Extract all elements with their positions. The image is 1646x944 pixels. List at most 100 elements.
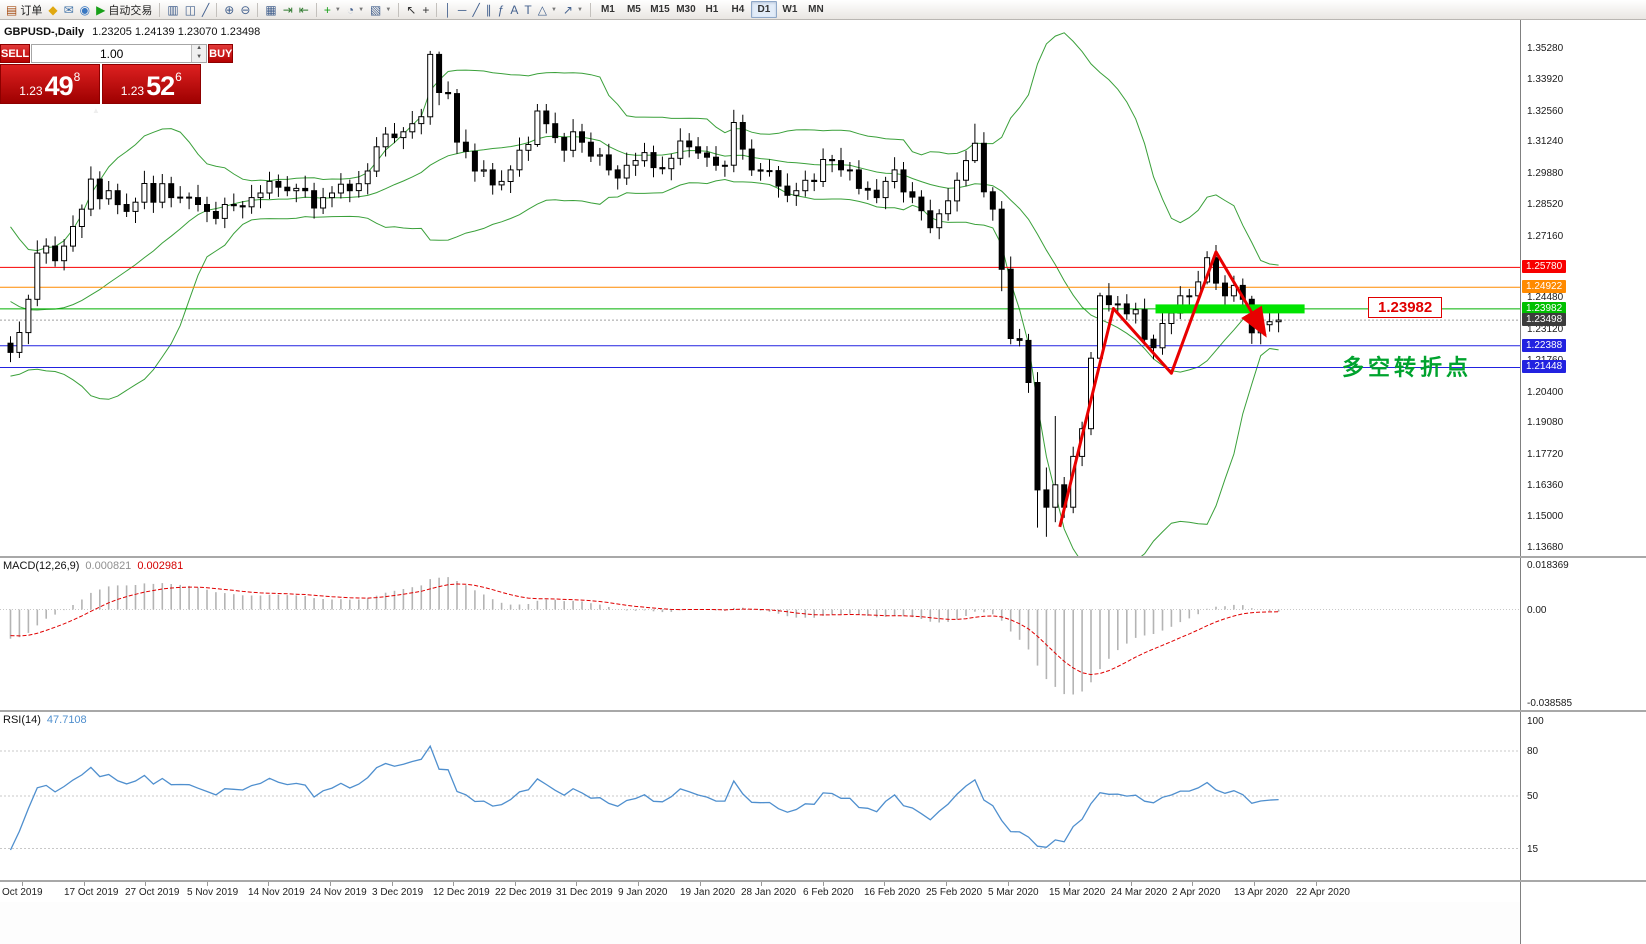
- time-axis-label: 13 Apr 2020: [1234, 887, 1288, 898]
- tile-windows-icon: ▦: [265, 2, 277, 17]
- volume-down-button[interactable]: ▼: [192, 53, 207, 62]
- price-chart-pane[interactable]: GBPUSD-,Daily 1.23205 1.24139 1.23070 1.2…: [0, 20, 1520, 556]
- sell-price-button[interactable]: 1.23 49 8: [0, 64, 100, 104]
- time-axis-tick: [576, 882, 577, 886]
- alerts-button[interactable]: ◆: [45, 1, 60, 19]
- time-axis-label: 16 Feb 2020: [864, 887, 921, 898]
- time-axis-tick: [1069, 882, 1070, 886]
- pane-splitter[interactable]: [0, 710, 1646, 712]
- time-axis-tick: [823, 882, 824, 886]
- macd-axis-label: 0.00: [1527, 605, 1547, 616]
- candlestick-chart-icon: ◫: [184, 2, 197, 17]
- fibonacci-button[interactable]: ƒ: [495, 1, 508, 19]
- zoom-in-button[interactable]: ⊕: [221, 1, 237, 19]
- auto-scroll-button[interactable]: ⇥: [280, 1, 296, 19]
- price-axis[interactable]: 1.35280 1.33920 1.32560 1.31240 1.29880 1.285…: [1520, 20, 1646, 944]
- channel-button[interactable]: ∥: [483, 1, 495, 19]
- arrows-button[interactable]: ↗ ▼: [560, 1, 586, 19]
- crosshair-button[interactable]: +: [419, 1, 432, 19]
- price-level-callout[interactable]: 1.23982: [1368, 297, 1443, 318]
- pane-splitter[interactable]: [0, 880, 1646, 882]
- fibonacci-icon: ƒ: [497, 2, 505, 17]
- time-axis-tick: [515, 882, 516, 886]
- buy-price-button[interactable]: 1.23 52 6: [101, 64, 201, 104]
- turning-point-note[interactable]: 多空转折点: [1342, 355, 1473, 380]
- text-icon: A: [510, 2, 519, 17]
- chart-shift-icon: ⇤: [298, 2, 309, 17]
- macd-value-main: 0.000821: [85, 560, 132, 572]
- timeframe-h1-button[interactable]: H1: [705, 4, 719, 15]
- dropdown-caret-icon: ▼: [358, 6, 365, 13]
- macd-pane[interactable]: MACD(12,26,9) 0.000821 0.002981: [0, 558, 1520, 710]
- zoom-out-icon: ⊖: [240, 2, 251, 17]
- time-axis-label: 5 Nov 2019: [187, 887, 239, 898]
- cursor-button[interactable]: ↖: [403, 1, 419, 19]
- rsi-axis-label: 50: [1527, 791, 1539, 802]
- time-axis-tick: [268, 882, 269, 886]
- timeframe-m30-button[interactable]: M30: [676, 4, 696, 15]
- buy-price-small: 1.23: [120, 84, 145, 98]
- label-button[interactable]: T: [521, 1, 534, 19]
- chart-shift-button[interactable]: ⇤: [296, 1, 312, 19]
- price-axis-label: 1.27160: [1527, 231, 1564, 242]
- timeframe-d1-button[interactable]: D1: [750, 1, 777, 18]
- vertical-line-button[interactable]: │: [441, 1, 455, 19]
- price-chart-svg: [0, 32, 1520, 556]
- timeframe-m15-button[interactable]: M15: [650, 4, 670, 15]
- trade-panel-collapse-button[interactable]: ▲: [92, 106, 100, 115]
- candlestick-chart-button[interactable]: ◫: [182, 1, 199, 19]
- pane-splitter[interactable]: [0, 556, 1646, 558]
- horizontal-line-icon: ─: [457, 2, 467, 17]
- time-axis-label: 25 Feb 2020: [926, 887, 983, 898]
- volume-up-button[interactable]: ▲: [192, 45, 207, 54]
- dropdown-caret-icon: ▼: [576, 6, 583, 13]
- news-button[interactable]: ◉: [77, 1, 93, 19]
- time-axis-label: Oct 2019: [2, 887, 43, 898]
- timeframe-m1-button[interactable]: M1: [600, 4, 615, 15]
- timeframe-h4-button[interactable]: H4: [731, 4, 745, 15]
- rsi-label: RSI(14) 47.7108: [3, 714, 87, 726]
- timeframe-mn-button[interactable]: MN: [808, 4, 824, 15]
- rsi-pane[interactable]: RSI(14) 47.7108: [0, 712, 1520, 880]
- rsi-axis-label: 15: [1527, 844, 1539, 855]
- zoom-in-icon: ⊕: [224, 2, 235, 17]
- zoom-out-button[interactable]: ⊖: [237, 1, 253, 19]
- new-order-button[interactable]: ▤ 订单: [3, 1, 45, 19]
- tile-windows-button[interactable]: ▦: [262, 1, 279, 19]
- price-axis-badge: 1.25780: [1522, 260, 1567, 273]
- indicators-icon: +: [323, 2, 331, 17]
- bar-chart-button[interactable]: ▥: [164, 1, 181, 19]
- period-icon: ◔: [346, 2, 355, 17]
- time-axis[interactable]: Oct 2019 17 Oct 2019 27 Oct 2019 5 Nov 2019…: [0, 882, 1520, 902]
- volume-stepper: ▲ ▼: [191, 45, 207, 62]
- volume-input[interactable]: [32, 45, 192, 62]
- price-axis-label: 1.17720: [1527, 449, 1564, 460]
- line-chart-button[interactable]: ╱: [199, 1, 212, 19]
- trendline-button[interactable]: ╱: [469, 1, 482, 19]
- new-order-icon: ▤: [6, 2, 18, 17]
- shapes-button[interactable]: △ ▼: [535, 1, 560, 19]
- sell-price-sup: 8: [73, 70, 81, 84]
- price-axis-badge: 1.23982: [1522, 302, 1567, 315]
- templates-button[interactable]: ▧ ▼: [367, 1, 394, 19]
- buy-button[interactable]: BUY: [208, 44, 234, 63]
- buy-price-sup: 6: [175, 70, 182, 84]
- indicators-button[interactable]: + ▼: [321, 1, 344, 19]
- time-axis-tick: [22, 882, 23, 886]
- autotrading-button[interactable]: ▶ 自动交易: [93, 1, 155, 19]
- time-axis-tick: [330, 882, 331, 886]
- price-axis-label: 1.31240: [1527, 136, 1564, 147]
- timeframe-w1-button[interactable]: W1: [782, 4, 798, 15]
- rsi-title: RSI(14): [3, 714, 41, 726]
- mailbox-button[interactable]: ✉: [61, 1, 77, 19]
- cursor-icon: ↖: [406, 2, 417, 17]
- toolbar-separator: [159, 2, 161, 17]
- period-button[interactable]: ◔ ▼: [344, 1, 367, 19]
- sell-button[interactable]: SELL: [0, 44, 31, 63]
- text-button[interactable]: A: [507, 1, 521, 19]
- time-axis-label: 15 Mar 2020: [1049, 887, 1106, 898]
- timeframe-m5-button[interactable]: M5: [626, 4, 641, 15]
- horizontal-line-button[interactable]: ─: [455, 1, 470, 19]
- price-axis-label: 1.33920: [1527, 74, 1564, 85]
- time-axis-tick: [1131, 882, 1132, 886]
